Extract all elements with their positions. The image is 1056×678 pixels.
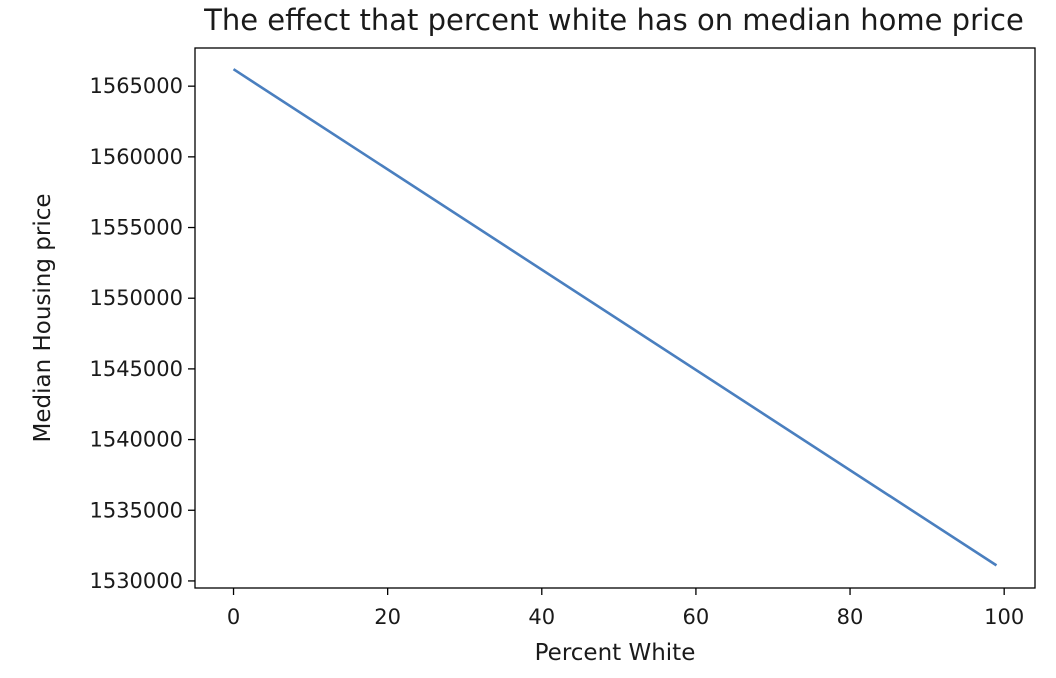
series-line-0 (232, 68, 998, 567)
y-tick-label: 1565000 (89, 74, 183, 98)
x-tick-label: 40 (528, 605, 555, 629)
x-tick-label: 0 (227, 605, 240, 629)
y-tick-label: 1550000 (89, 286, 183, 310)
y-tick-label: 1555000 (89, 216, 183, 240)
plot-area-frame (194, 47, 1036, 589)
x-tick-label: 100 (984, 605, 1024, 629)
y-tick-label: 1535000 (89, 498, 183, 522)
y-tick-label: 1560000 (89, 145, 183, 169)
y-axis: 1530000 1535000 1540000 1545000 1550000 15550… (89, 74, 195, 593)
y-tick-label: 1530000 (89, 569, 183, 593)
x-axis: 0 20 40 60 80 100 (227, 588, 1024, 629)
x-axis-label: Percent White (535, 640, 696, 666)
x-tick-label: 80 (837, 605, 864, 629)
y-tick-label: 1540000 (89, 428, 183, 452)
chart-title: The effect that percent white has on med… (203, 3, 1024, 37)
series-layer (232, 68, 998, 567)
y-axis-label: Median Housing price (30, 193, 56, 442)
y-tick-label: 1545000 (89, 357, 183, 381)
x-tick-label: 60 (683, 605, 710, 629)
x-tick-label: 20 (374, 605, 401, 629)
